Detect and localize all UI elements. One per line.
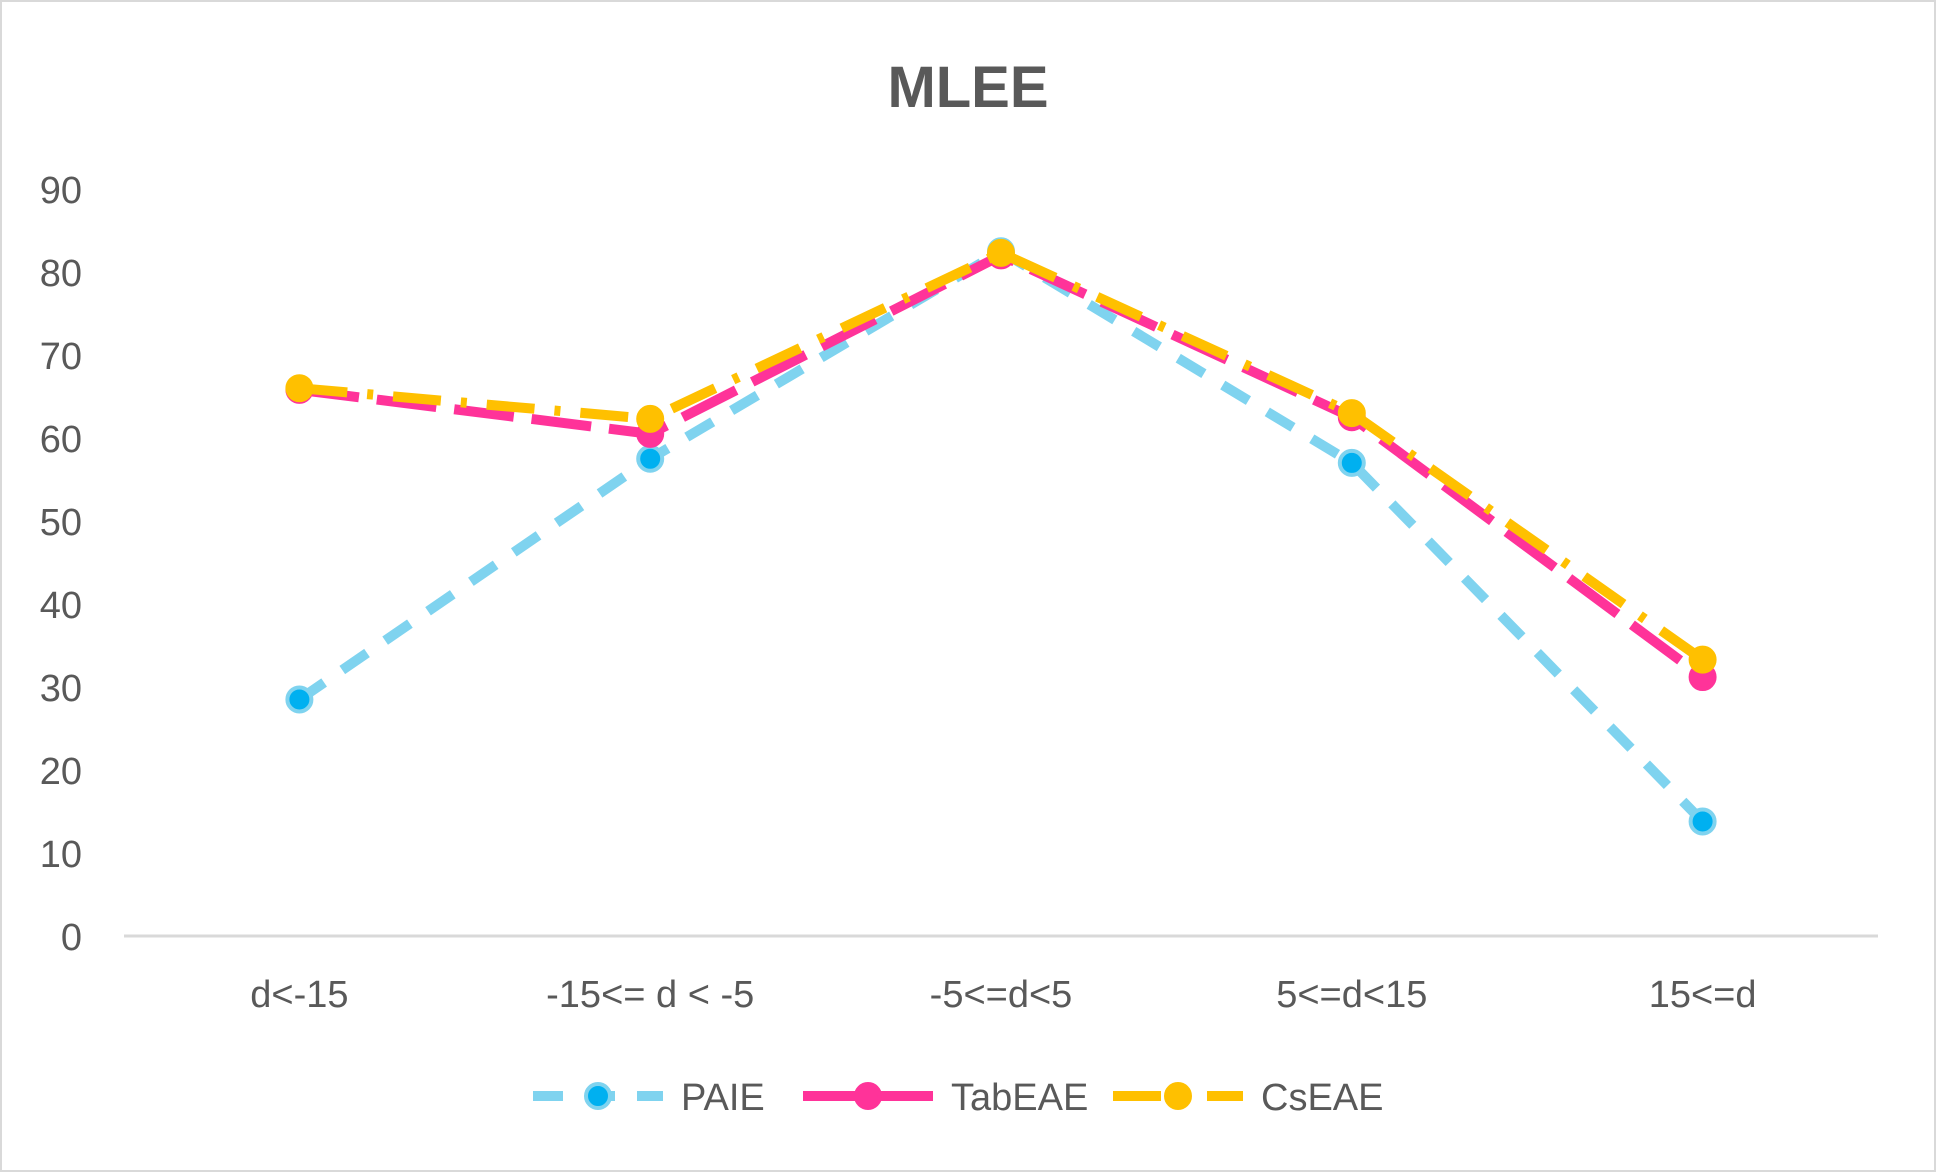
data-point <box>1337 448 1366 477</box>
data-point <box>987 238 1015 267</box>
series-line <box>296 246 1707 825</box>
legend-marker-swatch <box>1164 1082 1192 1110</box>
series-line <box>298 247 1706 664</box>
legend-marker-swatch <box>854 1082 882 1110</box>
series-line <box>298 250 1706 682</box>
legend-item-cseae: CsEAE <box>1113 1077 1383 1119</box>
data-point <box>1337 399 1366 428</box>
x-tick-label: 5<=d<15 <box>1276 974 1427 1016</box>
y-tick-label: 40 <box>40 585 82 627</box>
x-tick-label: -5<=d<5 <box>930 974 1073 1016</box>
legend-item-tabeae: TabEAE <box>803 1077 1088 1119</box>
legend-item-paie: PAIE <box>533 1077 765 1119</box>
legend: PAIE TabEAE CsEAE <box>533 1077 1383 1119</box>
legend-label: PAIE <box>681 1077 765 1119</box>
data-point <box>636 404 665 433</box>
legend-marker-swatch <box>584 1082 612 1110</box>
chart-title: MLEE <box>887 55 1048 120</box>
data-point <box>285 685 314 714</box>
series-lines <box>285 237 1717 836</box>
x-tick-label: -15<= d < -5 <box>546 974 754 1016</box>
series-tabeae <box>285 241 1717 692</box>
data-point <box>285 374 314 403</box>
series-cseae <box>285 238 1717 674</box>
data-point <box>1688 807 1717 836</box>
x-tick-label: d<-15 <box>250 974 348 1016</box>
legend-label: TabEAE <box>951 1077 1088 1119</box>
data-point <box>636 444 665 473</box>
y-tick-label: 90 <box>40 170 82 212</box>
y-tick-label: 70 <box>40 336 82 378</box>
y-tick-label: 30 <box>40 668 82 710</box>
y-tick-label: 20 <box>40 751 82 793</box>
data-point <box>1688 645 1717 674</box>
y-tick-label: 10 <box>40 834 82 876</box>
y-tick-label: 50 <box>40 502 82 544</box>
y-tick-label: 60 <box>40 419 82 461</box>
series-paie <box>285 237 1717 836</box>
x-tick-label: 15<=d <box>1649 974 1757 1016</box>
y-tick-label: 80 <box>40 253 82 295</box>
y-axis-ticks: 0 10 20 30 40 50 60 70 80 90 <box>40 170 82 959</box>
y-tick-label: 0 <box>61 917 82 959</box>
legend-label: CsEAE <box>1261 1077 1383 1119</box>
x-axis: d<-15 -15<= d < -5 -5<=d<5 5<=d<15 15<=d <box>124 934 1878 1016</box>
